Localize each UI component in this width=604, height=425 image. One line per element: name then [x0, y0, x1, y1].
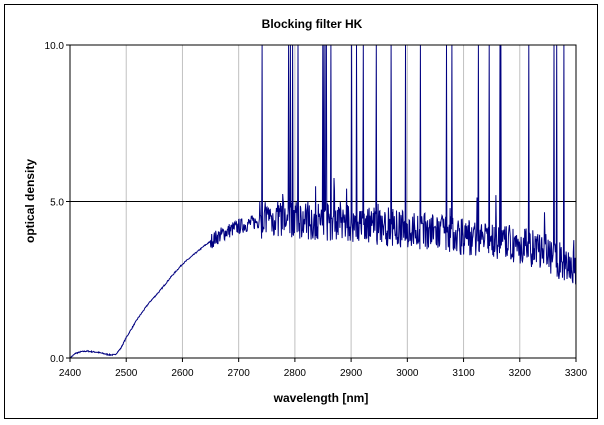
y-axis-label: optical density — [23, 159, 37, 243]
x-tick-label: 2400 — [59, 368, 82, 379]
x-axis-label: wavelength [nm] — [273, 391, 369, 405]
y-tick-label: 0.0 — [50, 354, 64, 365]
ticks: 2400 2500 2600 2700 2800 2900 3000 3100 3200 3300… — [45, 41, 588, 379]
chart-title: Blocking filter HK — [262, 17, 363, 31]
x-tick-label: 2600 — [171, 368, 194, 379]
x-tick-label: 3000 — [396, 368, 419, 379]
y-tick-label: 10.0 — [45, 41, 65, 52]
x-tick-label: 2700 — [228, 368, 251, 379]
x-tick-label: 2800 — [284, 368, 307, 379]
x-tick-label: 3300 — [565, 368, 588, 379]
x-tick-label: 3100 — [452, 368, 475, 379]
x-tick-label: 2500 — [115, 368, 138, 379]
y-tick-label: 5.0 — [50, 198, 64, 209]
x-tick-label: 3200 — [509, 368, 532, 379]
x-tick-label: 2900 — [340, 368, 363, 379]
